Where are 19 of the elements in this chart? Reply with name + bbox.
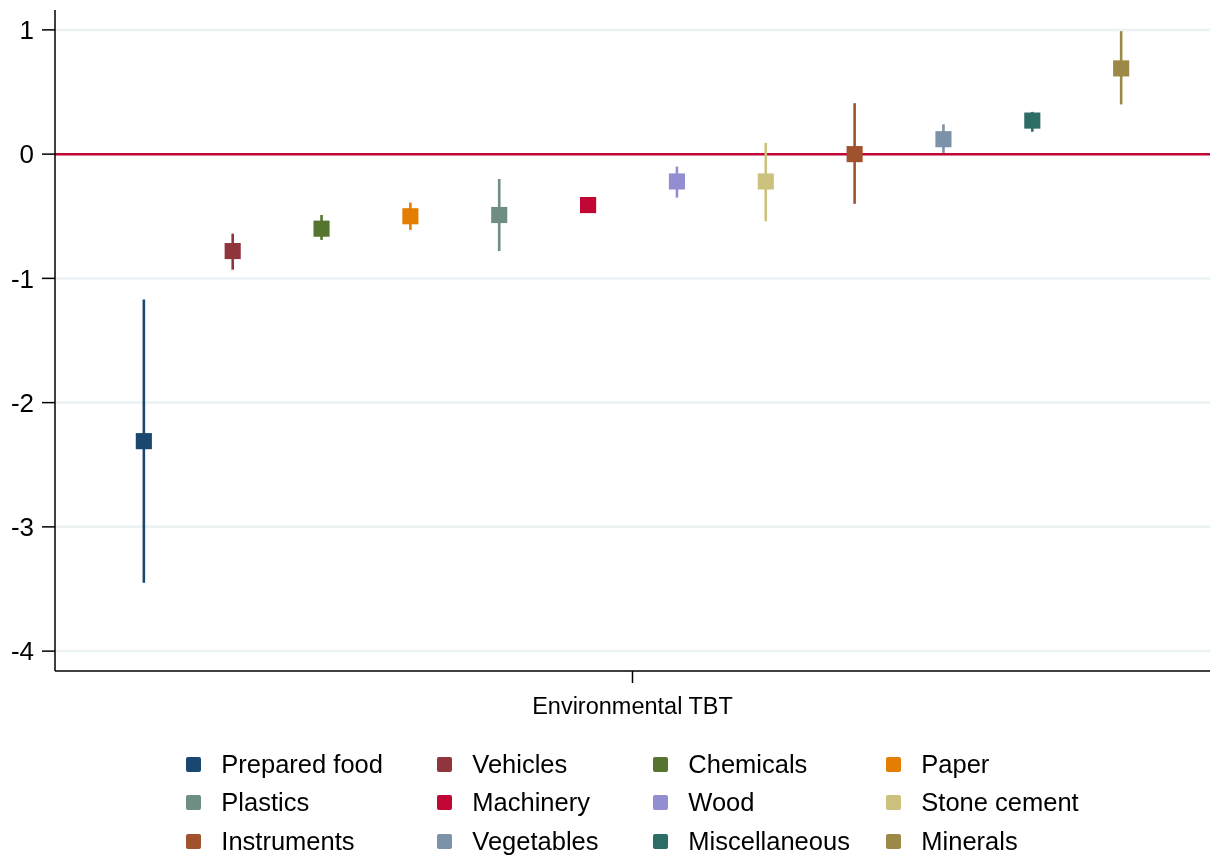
legend-label: Prepared food [221, 749, 383, 779]
legend-label: Minerals [921, 826, 1018, 856]
y-tick-label: -3 [10, 512, 34, 543]
y-tick-label: -2 [10, 387, 34, 418]
y-tick-label: 0 [19, 139, 34, 170]
legend-label: Machinery [472, 788, 590, 818]
y-tick-label: -1 [10, 263, 34, 294]
legend-label: Instruments [221, 826, 355, 856]
y-tick-label: 1 [19, 15, 34, 46]
legend-label: Miscellaneous [688, 826, 850, 856]
legend-label: Chemicals [688, 749, 808, 779]
legend-label: Plastics [221, 788, 310, 818]
legend-label: Wood [688, 788, 755, 818]
legend-label: Paper [921, 749, 990, 779]
y-tick-label: -4 [10, 636, 34, 667]
x-tick-label: Environmental TBT [532, 692, 733, 719]
legend-label: Vehicles [472, 749, 568, 779]
legend-label: Stone cement [921, 788, 1079, 818]
legend-label: Vegetables [472, 826, 599, 856]
